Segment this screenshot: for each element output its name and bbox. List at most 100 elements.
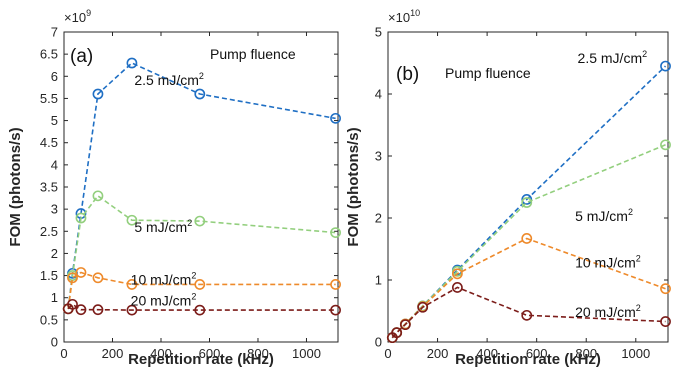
- x-tick-label: 600: [199, 346, 221, 361]
- legend-title: Pump fluence: [445, 65, 531, 81]
- y-tick-label: 3.5: [40, 180, 58, 195]
- y-tick-label: 2.5: [40, 224, 58, 239]
- y-tick-label: 1.5: [40, 268, 58, 283]
- data-point: [660, 60, 671, 72]
- data-point: [660, 316, 671, 327]
- data-point: [330, 112, 341, 124]
- series-label: 5 mJ/cm2: [134, 218, 192, 235]
- series-line: [391, 286, 666, 339]
- panel-b: 0 200 400 600 800 1000 0 1 2 3 4 5 ×1010 Repetition r…: [345, 8, 671, 368]
- y-axis-multiplier: ×1010: [388, 8, 420, 25]
- data-point: [660, 283, 671, 295]
- data-point: [126, 304, 138, 316]
- x-axis-label: Repetition rate (kHz): [455, 351, 601, 368]
- series-label: 5 mJ/cm2: [575, 207, 633, 224]
- data-point: [521, 197, 533, 208]
- data-point: [194, 304, 206, 316]
- data-point: [194, 215, 206, 227]
- data-point: [75, 267, 87, 278]
- data-point: [660, 139, 671, 151]
- data-point: [67, 272, 78, 284]
- series-label-superscript: 2: [628, 207, 633, 217]
- y-tick-label: 2: [375, 211, 382, 226]
- y-tick-label: 4: [51, 157, 58, 172]
- series-label: 10 mJ/cm2: [575, 254, 641, 271]
- y-axis-label: FOM (photons/s): [345, 127, 362, 246]
- series-10: 10 mJ/cm2: [62, 267, 341, 315]
- multiplier-power: 10: [410, 8, 420, 18]
- data-point: [92, 190, 104, 202]
- y-tick-label: 5.5: [40, 91, 58, 106]
- data-point: [92, 272, 104, 284]
- y-tick-label: 3: [51, 202, 58, 217]
- y-tick-label: 0.5: [40, 312, 58, 327]
- series-line: [67, 303, 336, 311]
- series-10: 10 mJ/cm2: [386, 233, 671, 344]
- data-point: [521, 193, 533, 205]
- y-tick-label: 7: [51, 25, 58, 40]
- series-label-superscript: 2: [191, 292, 196, 302]
- x-tick-label: 400: [476, 346, 498, 361]
- y-tick-label: 4.5: [40, 135, 58, 150]
- series-label: 2.5 mJ/cm2: [578, 49, 648, 66]
- x-tick-label: 800: [575, 346, 597, 361]
- multiplier-base: ×10: [64, 10, 86, 25]
- series-label-text: 20 mJ/cm: [131, 293, 192, 309]
- series-label-superscript: 2: [642, 49, 647, 59]
- y-tick-label: 6.5: [40, 47, 58, 62]
- series-label: 20 mJ/cm2: [575, 303, 641, 320]
- data-point: [451, 282, 463, 293]
- data-point: [417, 301, 429, 313]
- y-tick-label: 1: [375, 273, 382, 288]
- series-label: 10 mJ/cm2: [131, 270, 197, 287]
- panel-label: (b): [396, 64, 419, 85]
- y-tick-label: 0: [375, 335, 382, 350]
- y-tick-label: 0: [51, 335, 58, 350]
- data-point: [92, 88, 104, 100]
- series-line: [67, 194, 336, 309]
- series-label-text: 10 mJ/cm: [131, 271, 192, 287]
- x-tick-label: 200: [102, 346, 124, 361]
- x-tick-label: 1000: [292, 346, 321, 361]
- series-line: [391, 237, 666, 339]
- data-point: [75, 212, 87, 224]
- series-2-5: 2.5 mJ/cm2: [386, 49, 671, 344]
- series-label-superscript: 2: [199, 71, 204, 81]
- x-tick-label: 1000: [621, 346, 650, 361]
- data-point: [126, 214, 138, 226]
- y-axis-label: FOM (photons/s): [7, 127, 24, 246]
- x-tick-label: 0: [384, 346, 391, 361]
- y-tick-label: 6: [51, 69, 58, 84]
- series-label-text: 2.5 mJ/cm: [578, 50, 643, 66]
- legend-title: Pump fluence: [210, 46, 296, 62]
- panel-label: (a): [70, 46, 93, 67]
- data-point: [521, 309, 533, 321]
- data-point: [67, 298, 78, 310]
- y-tick-label: 1: [51, 290, 58, 305]
- panel-a: 0 200 400 600 800 1000 0 0.5 1 1.5 2 2.5 3 3.5 4 4.5 5 5.…: [7, 8, 341, 368]
- data-point: [194, 279, 206, 290]
- y-tick-label: 5: [51, 113, 58, 128]
- series-label-superscript: 2: [191, 270, 196, 280]
- series-line: [67, 62, 336, 309]
- data-point: [521, 233, 533, 244]
- data-point: [330, 279, 341, 290]
- series-label-text: 20 mJ/cm: [575, 304, 636, 320]
- series-label: 20 mJ/cm2: [131, 292, 197, 309]
- data-point: [399, 319, 411, 331]
- x-tick-label: 600: [526, 346, 548, 361]
- series-20: 20 mJ/cm2: [62, 292, 341, 316]
- multiplier-power: 9: [86, 8, 91, 18]
- data-point: [126, 57, 138, 69]
- x-tick-label: 0: [60, 346, 67, 361]
- x-tick-label: 800: [247, 346, 269, 361]
- y-tick-label: 2: [51, 246, 58, 261]
- data-point: [451, 268, 463, 280]
- data-point: [391, 327, 403, 339]
- series-20: 20 mJ/cm2: [386, 282, 671, 344]
- data-point: [126, 279, 138, 290]
- series-label-text: 5 mJ/cm: [134, 219, 187, 235]
- series-label: 2.5 mJ/cm2: [134, 71, 204, 88]
- series-label-superscript: 2: [636, 254, 641, 264]
